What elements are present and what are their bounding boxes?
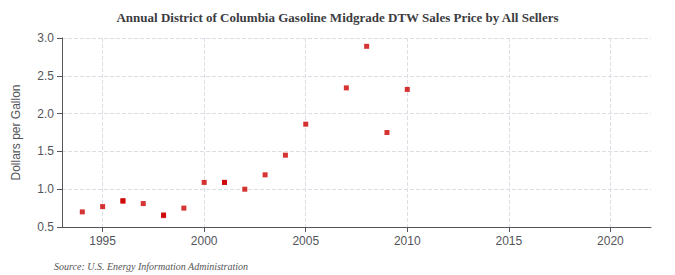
svg-text:2000: 2000 (191, 234, 218, 248)
svg-text:2.5: 2.5 (37, 69, 54, 83)
svg-text:Dollars per Gallon: Dollars per Gallon (9, 84, 23, 180)
svg-text:Source: U.S. Energy Informatio: Source: U.S. Energy Information Administ… (54, 261, 248, 272)
svg-text:2020: 2020 (597, 234, 624, 248)
svg-text:3.0: 3.0 (37, 31, 54, 45)
svg-text:2005: 2005 (292, 234, 319, 248)
svg-text:0.5: 0.5 (37, 220, 54, 234)
svg-text:1995: 1995 (89, 234, 116, 248)
svg-text:1.5: 1.5 (37, 144, 54, 158)
svg-text:Annual District of Columbia Ga: Annual District of Columbia Gasoline Mid… (116, 10, 558, 25)
svg-text:1.0: 1.0 (37, 182, 54, 196)
svg-text:2015: 2015 (495, 234, 522, 248)
svg-text:2010: 2010 (394, 234, 421, 248)
svg-text:2.0: 2.0 (37, 107, 54, 121)
